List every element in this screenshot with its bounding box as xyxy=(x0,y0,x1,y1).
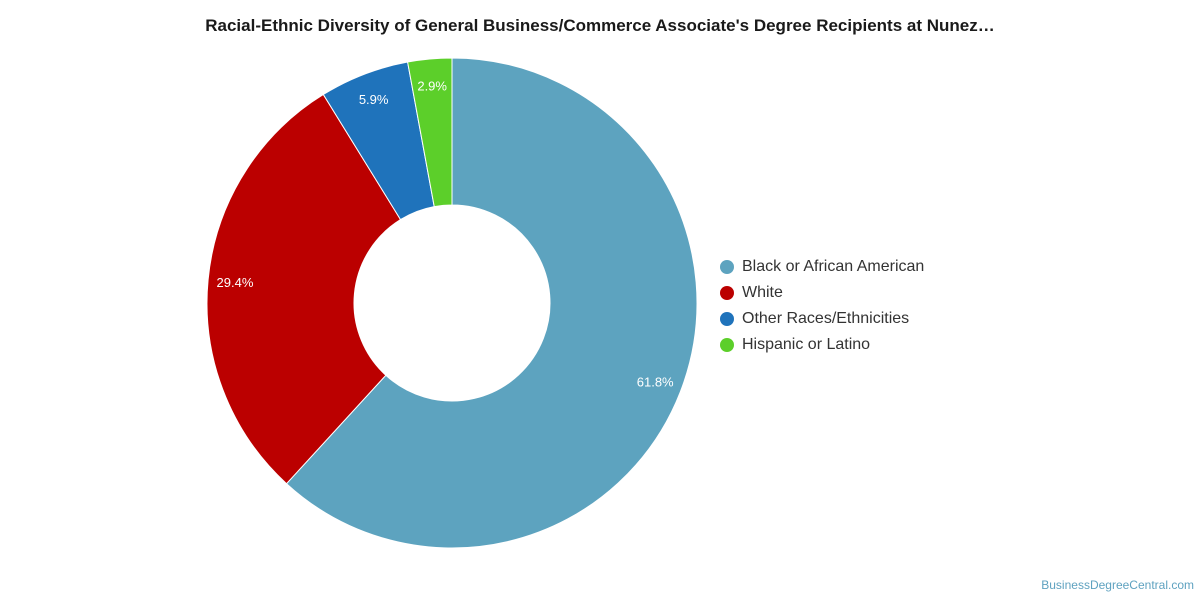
chart-legend: Black or African American White Other Race… xyxy=(720,254,924,358)
legend-item-2[interactable]: Other Races/Ethnicities xyxy=(720,306,924,332)
legend-item-1[interactable]: White xyxy=(720,280,924,306)
legend-swatch-2 xyxy=(720,312,734,326)
legend-label-0: Black or African American xyxy=(742,258,925,275)
slice-value-label-3: 2.9% xyxy=(417,78,447,93)
donut-slices xyxy=(206,57,698,549)
donut-slice-3[interactable] xyxy=(407,57,453,208)
legend-label-3: Hispanic or Latino xyxy=(742,336,871,353)
donut-slice-1[interactable] xyxy=(206,93,402,485)
legend-swatch-1 xyxy=(720,286,734,300)
donut-slice-0[interactable] xyxy=(285,57,698,549)
slice-value-label-0: 61.8% xyxy=(637,374,674,389)
legend-item-3[interactable]: Hispanic or Latino xyxy=(720,332,924,358)
slice-value-label-2: 5.9% xyxy=(359,92,389,107)
legend-swatch-3 xyxy=(720,338,734,352)
legend-label-1: White xyxy=(742,284,783,301)
legend-swatch-0 xyxy=(720,260,734,274)
slice-value-label-1: 29.4% xyxy=(217,275,254,290)
legend-label-2: Other Races/Ethnicities xyxy=(742,310,910,327)
chart-title: Racial-Ethnic Diversity of General Busin… xyxy=(205,16,995,35)
legend-item-0[interactable]: Black or African American xyxy=(720,254,924,280)
source-watermark[interactable]: BusinessDegreeCentral.com xyxy=(1041,578,1194,592)
slice-labels: 61.8% 29.4% 5.9% 2.9% xyxy=(217,78,675,389)
